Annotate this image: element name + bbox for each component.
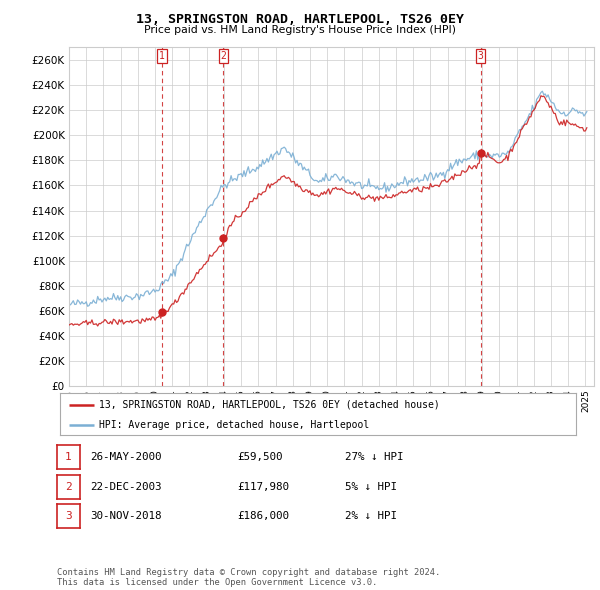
Text: Price paid vs. HM Land Registry's House Price Index (HPI): Price paid vs. HM Land Registry's House … bbox=[144, 25, 456, 35]
Text: 2: 2 bbox=[221, 51, 226, 61]
Text: £186,000: £186,000 bbox=[237, 512, 289, 521]
Text: 1: 1 bbox=[65, 453, 72, 462]
Text: 3: 3 bbox=[65, 512, 72, 521]
Text: £117,980: £117,980 bbox=[237, 482, 289, 491]
Text: 30-NOV-2018: 30-NOV-2018 bbox=[90, 512, 161, 521]
Text: 3: 3 bbox=[478, 51, 484, 61]
Text: £59,500: £59,500 bbox=[237, 453, 283, 462]
Text: 1: 1 bbox=[159, 51, 165, 61]
Text: 13, SPRINGSTON ROAD, HARTLEPOOL, TS26 0EY: 13, SPRINGSTON ROAD, HARTLEPOOL, TS26 0E… bbox=[136, 13, 464, 26]
Text: 22-DEC-2003: 22-DEC-2003 bbox=[90, 482, 161, 491]
Text: 2% ↓ HPI: 2% ↓ HPI bbox=[345, 512, 397, 521]
Text: 13, SPRINGSTON ROAD, HARTLEPOOL, TS26 0EY (detached house): 13, SPRINGSTON ROAD, HARTLEPOOL, TS26 0E… bbox=[98, 400, 439, 410]
Text: 26-MAY-2000: 26-MAY-2000 bbox=[90, 453, 161, 462]
Text: Contains HM Land Registry data © Crown copyright and database right 2024.
This d: Contains HM Land Registry data © Crown c… bbox=[57, 568, 440, 587]
Text: 27% ↓ HPI: 27% ↓ HPI bbox=[345, 453, 404, 462]
Text: HPI: Average price, detached house, Hartlepool: HPI: Average price, detached house, Hart… bbox=[98, 420, 369, 430]
Text: 5% ↓ HPI: 5% ↓ HPI bbox=[345, 482, 397, 491]
Text: 2: 2 bbox=[65, 482, 72, 491]
